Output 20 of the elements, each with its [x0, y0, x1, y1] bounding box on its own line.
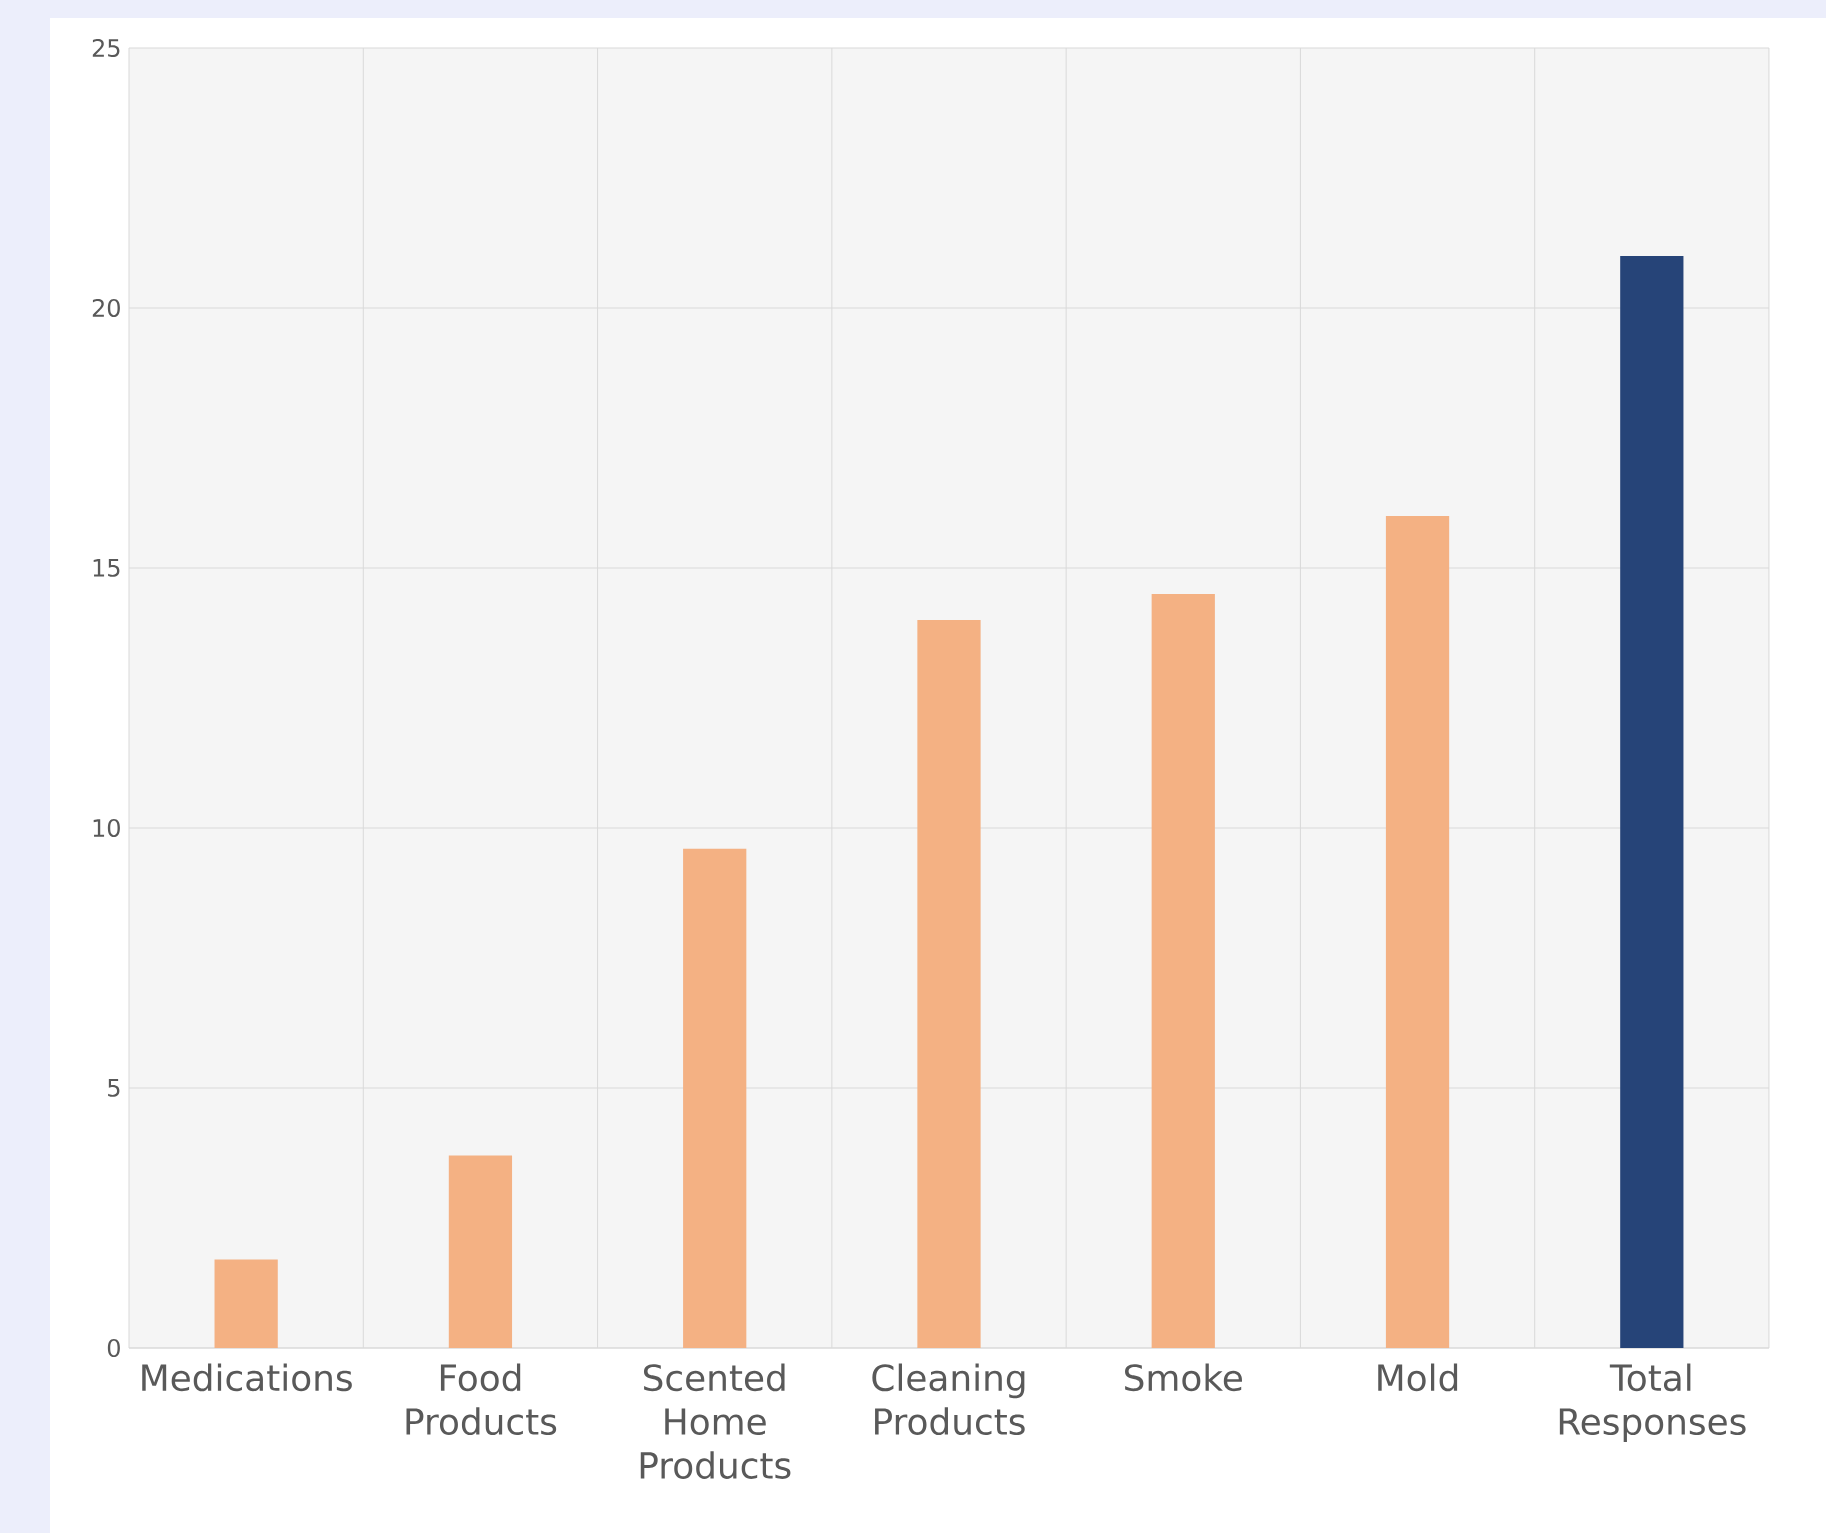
y-tick-label: 25 [92, 38, 120, 58]
y-tick-label: 0 [107, 1338, 120, 1358]
x-tick-label: Medications [142, 1363, 352, 1392]
x-tick-label: Smoke [1125, 1363, 1242, 1392]
bar [1151, 593, 1215, 1348]
bar [1620, 255, 1684, 1348]
x-tick-label: Mold [1378, 1363, 1458, 1392]
bar [683, 848, 747, 1348]
x-tick-label: Food Products [406, 1363, 557, 1436]
x-tick-label: Cleaning Products [872, 1363, 1025, 1436]
y-tick-label: 15 [93, 559, 120, 577]
bar [448, 1155, 513, 1348]
bar [1385, 515, 1450, 1348]
x-tick-label: Total Responses [1559, 1363, 1746, 1443]
y-tick-label: 5 [108, 1079, 120, 1097]
x-tick-label: Scented Home Products [640, 1363, 791, 1479]
bar [214, 1259, 278, 1348]
y-tick-label: 20 [92, 298, 120, 318]
bar [917, 619, 981, 1348]
y-tick-label: 10 [93, 818, 120, 838]
